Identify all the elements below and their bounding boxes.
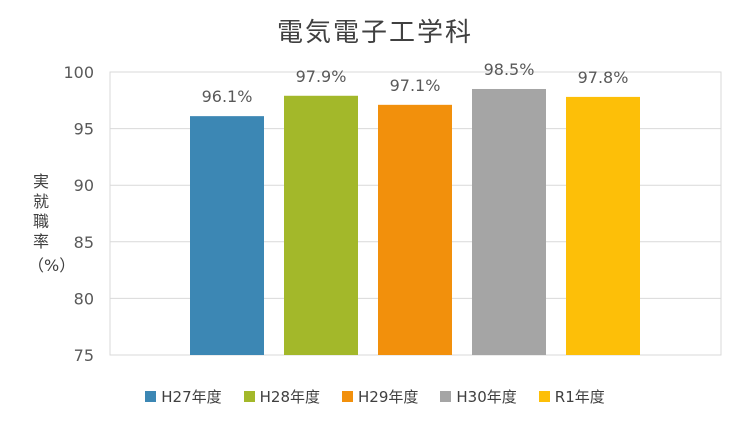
data-label: 98.5% [484,60,535,79]
legend-label: R1年度 [554,388,605,406]
bar [190,116,264,355]
legend-label: H27年度 [161,388,222,406]
y-tick-label: 80 [74,289,94,308]
chart-legend: H27年度 H28年度 H29年度 H30年度 R1年度 [0,386,750,407]
legend-item: R1年度 [538,386,605,407]
data-label: 97.8% [578,68,629,87]
legend-item: H30年度 [440,386,517,407]
legend-label: H28年度 [259,388,321,406]
legend-item: H28年度 [243,386,321,407]
bar [566,96,640,356]
legend-item: H29年度 [342,386,418,407]
y-axis-label-text: 実就職率 [32,172,49,251]
y-tick-label: 85 [74,233,94,252]
y-tick-label: 100 [63,63,94,82]
y-tick-label: 75 [74,346,94,365]
bar [378,104,452,355]
legend-swatch [145,391,157,402]
legend-swatch [342,391,354,402]
data-label: 96.1% [202,87,253,106]
data-label: 97.9% [296,67,347,86]
legend-label: H30年度 [456,388,517,406]
legend-item: H27年度 [145,386,222,407]
bar [472,88,546,355]
legend-label: H29年度 [358,388,419,406]
y-tick-label: 95 [74,120,94,139]
legend-swatch [243,391,255,402]
legend-swatch [440,391,452,402]
data-label: 97.1% [390,76,441,95]
legend-swatch [538,391,550,402]
bar [284,95,358,355]
chart-title: 電気電子工学科 [276,18,473,48]
y-tick-label: 90 [74,176,94,195]
